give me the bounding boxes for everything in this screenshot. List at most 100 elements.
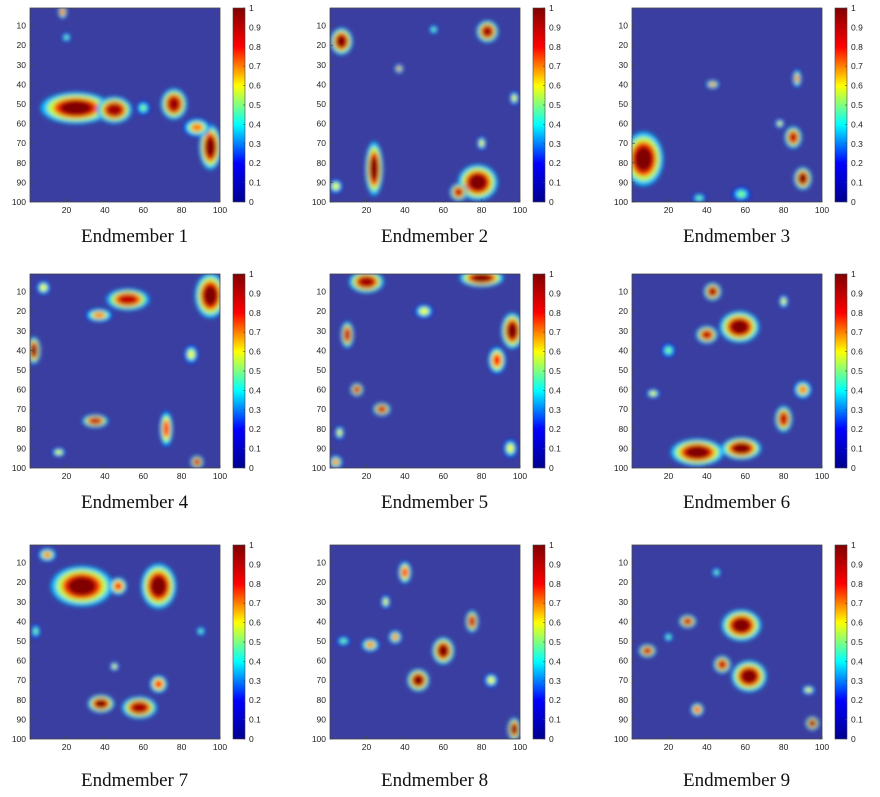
- y-tick-label: 70: [317, 404, 327, 414]
- hotspot: [415, 304, 433, 318]
- hotspot: [199, 124, 220, 170]
- colorbar-tick-label: 1: [249, 540, 254, 550]
- hotspot: [805, 716, 820, 731]
- x-tick-label: 40: [400, 742, 410, 752]
- hotspot: [712, 567, 721, 577]
- abundance-map-2: 10 20 30 40 50 60 70 80 90 100 20 40 60 80 100 0 0.1 0.2 0…: [312, 3, 561, 215]
- y-tick-label: 20: [619, 306, 629, 316]
- y-tick-label: 20: [619, 577, 629, 587]
- colorbar-tick-label: 0.5: [851, 637, 863, 647]
- y-tick-label: 100: [12, 463, 26, 473]
- y-tick-label: 10: [317, 21, 327, 31]
- colorbar-tick-label: 0.8: [851, 42, 863, 52]
- colorbar-tick-label: 1: [549, 540, 554, 550]
- hotspot: [96, 96, 133, 124]
- hotspot: [85, 308, 113, 322]
- colorbar-tick-label: 0.3: [851, 676, 863, 686]
- colorbar-tick-label: 0.6: [249, 618, 261, 628]
- y-tick-label: 50: [17, 365, 27, 375]
- panel-caption: Endmember 1: [81, 226, 189, 247]
- hotspot: [31, 624, 41, 638]
- colorbar-tick-label: 0.7: [851, 327, 863, 337]
- colorbar-tick-label: 0.3: [249, 676, 261, 686]
- endmember-panel-5: 10 20 30 40 50 60 70 80 90 100 20 40 60 80 100 0 0.1 0.2 0…: [300, 266, 590, 526]
- colorbar-tick-label: 0.7: [249, 61, 261, 71]
- colorbar-tick-label: 0.9: [851, 559, 863, 569]
- colorbar-tick-label: 0.7: [851, 598, 863, 608]
- y-tick-label: 50: [317, 636, 327, 646]
- x-tick-label: 100: [213, 471, 227, 481]
- colorbar-tick-label: 0.9: [549, 559, 561, 569]
- colorbar-tick-label: 0.8: [249, 308, 261, 318]
- x-tick-label: 80: [477, 205, 487, 215]
- endmember-panel-9: 10 20 30 40 50 60 70 80 90 100 20 40 60 80 100 0 0.1 0.2 0…: [602, 537, 880, 797]
- x-tick-label: 100: [815, 205, 829, 215]
- y-tick-label: 10: [17, 287, 27, 297]
- colorbar-tick-label: 0.7: [249, 327, 261, 337]
- hotspot: [82, 414, 109, 428]
- colorbar-tick-label: 0.7: [249, 598, 261, 608]
- x-tick-label: 80: [177, 205, 187, 215]
- colorbar-tick-label: 0.6: [249, 81, 261, 91]
- panel-caption: Endmember 8: [381, 770, 489, 791]
- y-tick-label: 70: [619, 675, 629, 685]
- y-tick-label: 40: [317, 345, 327, 355]
- y-tick-label: 50: [317, 99, 327, 109]
- colorbar-tick-label: 0.1: [249, 715, 261, 725]
- x-tick-label: 100: [513, 471, 527, 481]
- colorbar-tick-label: 0.3: [851, 139, 863, 149]
- x-tick-label: 40: [702, 471, 712, 481]
- hotspot: [361, 638, 380, 652]
- colorbar-tick-label: 0.4: [549, 385, 561, 395]
- panel-caption: Endmember 6: [683, 492, 791, 513]
- hotspot: [365, 141, 383, 196]
- y-tick-label: 40: [619, 345, 629, 355]
- hotspot: [713, 655, 732, 674]
- hotspot: [705, 79, 720, 89]
- colorbar-tick-label: 0: [851, 197, 856, 207]
- colorbar-tick-label: 0.7: [549, 61, 561, 71]
- x-tick-label: 40: [702, 742, 712, 752]
- colorbar-tick-label: 0.8: [549, 42, 561, 52]
- heatmap-background: [632, 8, 822, 202]
- y-tick-label: 80: [619, 158, 629, 168]
- colorbar-tick-label: 0.6: [249, 347, 261, 357]
- hotspot: [348, 274, 385, 294]
- hotspot: [429, 25, 439, 35]
- hotspot: [136, 101, 150, 115]
- hotspot: [388, 630, 402, 644]
- colorbar-tick-label: 0.8: [249, 579, 261, 589]
- y-tick-label: 90: [619, 714, 629, 724]
- y-tick-label: 10: [619, 21, 629, 31]
- y-tick-label: 50: [17, 636, 27, 646]
- hotspot: [449, 183, 468, 202]
- hotspot: [407, 668, 430, 692]
- colorbar-tick-label: 0.4: [249, 385, 261, 395]
- colorbar-tick-label: 0.9: [549, 22, 561, 32]
- hotspot: [432, 637, 455, 665]
- colorbar-tick-label: 0.9: [249, 22, 261, 32]
- y-tick-label: 30: [317, 326, 327, 336]
- x-tick-label: 100: [213, 205, 227, 215]
- colorbar-tick-label: 0: [549, 197, 554, 207]
- x-tick-label: 60: [740, 471, 750, 481]
- colorbar-tick-label: 0.2: [549, 695, 561, 705]
- colorbar-tick-label: 0.2: [249, 158, 261, 168]
- hotspot: [381, 595, 391, 609]
- y-tick-label: 90: [17, 443, 27, 453]
- hotspot: [664, 632, 673, 642]
- y-tick-label: 20: [317, 40, 327, 50]
- colorbar-tick-label: 0.1: [549, 715, 561, 725]
- y-tick-label: 60: [619, 385, 629, 395]
- colorbar-tick-label: 0.6: [851, 81, 863, 91]
- colorbar-tick-label: 0: [851, 463, 856, 473]
- colorbar-tick-label: 0.5: [549, 637, 561, 647]
- colorbar-tick-label: 0.6: [549, 618, 561, 628]
- hotspot: [350, 382, 364, 397]
- y-tick-label: 20: [17, 577, 27, 587]
- y-tick-label: 90: [17, 714, 27, 724]
- x-tick-label: 20: [62, 205, 72, 215]
- colorbar-tick-label: 0.2: [249, 695, 261, 705]
- y-tick-label: 30: [317, 60, 327, 70]
- hotspot: [330, 179, 343, 194]
